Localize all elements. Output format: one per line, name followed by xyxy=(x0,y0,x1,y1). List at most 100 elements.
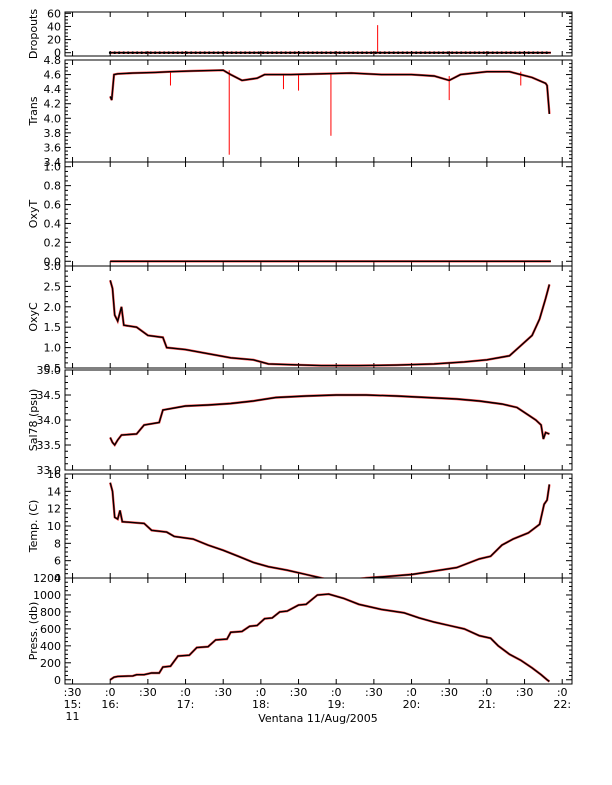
series-line xyxy=(109,69,551,114)
sample-marker xyxy=(365,51,369,54)
x-tick-label: 16: xyxy=(101,698,119,711)
y-tick-label: 4 xyxy=(54,572,61,585)
y-tick-label: 400 xyxy=(40,640,61,653)
y-tick-label: 3.0 xyxy=(44,260,62,273)
y-tick-label: 1200 xyxy=(33,572,61,585)
y-tick-label: 600 xyxy=(40,623,61,636)
sample-marker xyxy=(221,51,224,54)
sample-marker xyxy=(302,51,306,54)
y-tick-label: 0.5 xyxy=(44,362,62,375)
x-tick-label: 22: xyxy=(553,698,571,711)
x-tick-label: :30 xyxy=(440,686,458,699)
y-tick-label: 40 xyxy=(47,20,61,33)
sample-marker xyxy=(288,51,292,54)
x-tick-label: :0 xyxy=(331,686,342,699)
sample-marker xyxy=(396,51,400,54)
sample-marker xyxy=(248,51,251,54)
x-tick-label: :30 xyxy=(290,686,308,699)
sample-marker xyxy=(189,51,193,54)
x-tick-label: 20: xyxy=(403,698,421,711)
y-tick-label: 0.6 xyxy=(44,199,62,212)
sample-marker xyxy=(185,51,188,54)
y-tick-label: 0.0 xyxy=(44,255,62,268)
y-tick-label: 2.5 xyxy=(44,280,62,293)
y-axis-title: Press. (db) xyxy=(27,602,40,661)
sample-marker xyxy=(513,51,517,54)
sample-marker xyxy=(495,51,499,54)
x-tick-label: :0 xyxy=(105,686,116,699)
panel-frame xyxy=(64,11,573,57)
panel-3: 0.0 0.2 0.4 0.6 0.8 1.0 OxyT xyxy=(27,161,573,268)
y-tick-label: 60 xyxy=(47,7,61,20)
sample-marker xyxy=(279,51,283,54)
sample-marker xyxy=(392,51,396,54)
y-tick-label: 3.8 xyxy=(44,127,62,140)
y-tick-label: 4.8 xyxy=(44,54,62,67)
sample-marker xyxy=(342,51,346,54)
sample-marker xyxy=(153,51,157,54)
sample-marker xyxy=(428,51,432,54)
y-axis-title: OxyC xyxy=(27,302,40,332)
sample-marker xyxy=(491,51,495,54)
sample-marker xyxy=(369,51,373,54)
sample-marker xyxy=(432,51,436,54)
panel-5: 33.0 33.5 34.0 34.5 35.0 Sal78 (psu) xyxy=(27,364,573,477)
sample-marker xyxy=(473,51,477,54)
y-tick-label: 34.0 xyxy=(37,414,62,427)
sample-marker xyxy=(266,51,270,54)
x-tick-label: :0 xyxy=(482,686,493,699)
sample-marker xyxy=(329,51,333,54)
sample-marker xyxy=(252,51,256,54)
sample-marker xyxy=(401,51,405,54)
series-group xyxy=(109,279,551,367)
panel-frame xyxy=(64,473,573,579)
series-group xyxy=(109,482,551,578)
sample-marker xyxy=(378,51,382,54)
raw-series-line xyxy=(109,68,551,114)
x-tick-label: 21: xyxy=(478,698,496,711)
y-tick-label: 3.4 xyxy=(44,156,62,169)
sample-marker xyxy=(180,51,184,54)
y-tick-label: 1.0 xyxy=(44,342,62,355)
y-tick-label: 1.5 xyxy=(44,321,62,334)
y-tick-label: 0.4 xyxy=(44,217,62,230)
y-tick-label: 34.5 xyxy=(37,389,62,402)
x-tick-label: :30 xyxy=(64,686,82,699)
y-tick-label: 14 xyxy=(47,485,61,498)
sample-marker xyxy=(540,51,544,54)
series-group xyxy=(109,393,550,448)
y-tick-label: 4.0 xyxy=(44,112,62,125)
sample-marker xyxy=(482,51,486,54)
sample-marker xyxy=(149,51,152,54)
sample-marker xyxy=(324,51,328,54)
sample-marker xyxy=(486,51,490,54)
sample-marker xyxy=(504,51,508,54)
sample-marker xyxy=(207,51,211,54)
y-tick-label: 8 xyxy=(54,537,61,550)
x-tick-label: 19: xyxy=(327,698,345,711)
series-group xyxy=(108,25,551,54)
sample-marker xyxy=(450,51,454,54)
x-tick-label: :0 xyxy=(180,686,191,699)
sample-marker xyxy=(257,51,261,54)
series-group xyxy=(109,68,551,155)
sample-marker xyxy=(284,51,288,54)
sample-marker xyxy=(545,51,548,54)
y-tick-label: 6 xyxy=(54,555,61,568)
sample-marker xyxy=(360,51,364,54)
sample-marker xyxy=(374,51,378,54)
y-tick-label: 4.4 xyxy=(44,83,62,96)
sample-marker xyxy=(405,51,409,54)
sample-marker xyxy=(171,51,175,54)
sample-marker xyxy=(423,51,427,54)
y-axis-title: Temp. (C) xyxy=(27,500,40,554)
y-axis-title: Sal78 (psu) xyxy=(27,389,40,452)
sample-marker xyxy=(315,51,319,54)
y-tick-label: 33.0 xyxy=(37,464,62,477)
panel-frame xyxy=(64,265,573,369)
sample-marker xyxy=(441,51,445,54)
sample-marker xyxy=(419,51,423,54)
sample-marker xyxy=(194,51,197,54)
sample-marker xyxy=(437,51,441,54)
